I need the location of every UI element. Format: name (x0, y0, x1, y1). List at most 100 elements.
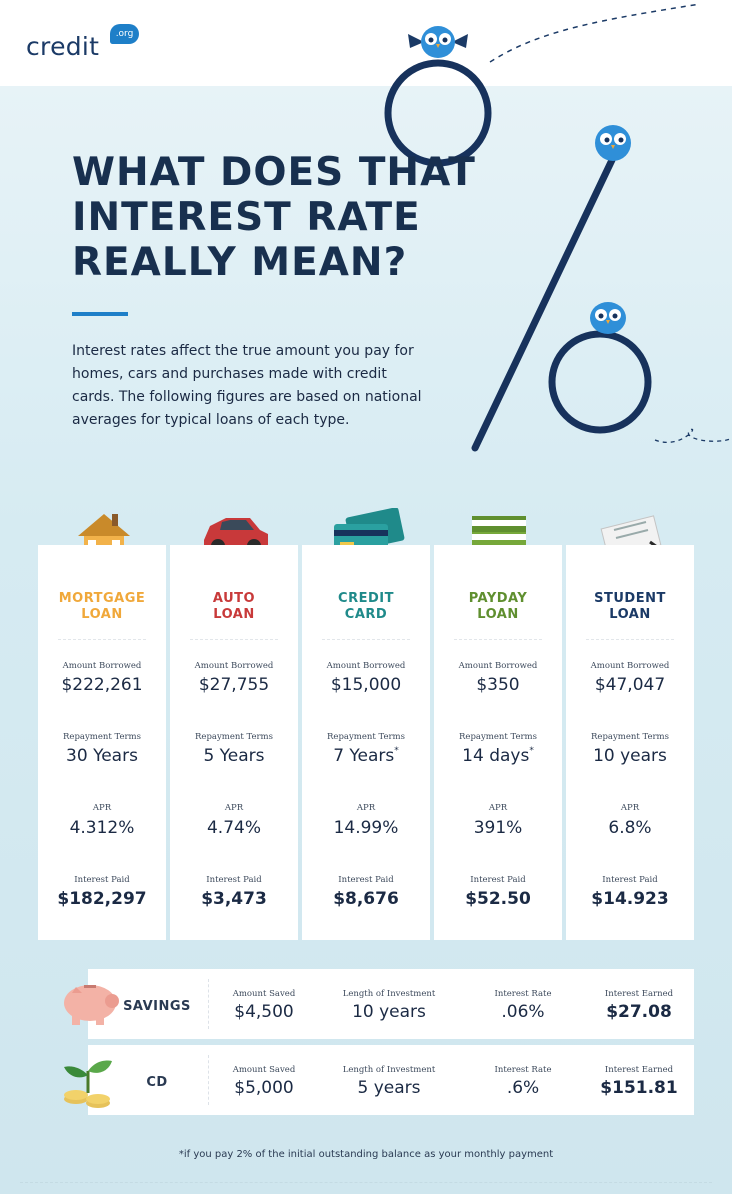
amount-borrowed-value: $47,047 (594, 675, 666, 695)
loan-title: CREDIT CARD (302, 591, 430, 623)
interest-paid-value: $14.923 (591, 889, 669, 909)
repayment-terms-label: Repayment Terms (63, 732, 141, 742)
interest-earned-label: Interest Earned (604, 1065, 674, 1075)
owl-icon (590, 302, 626, 334)
piggy-bank-icon (58, 977, 122, 1033)
card-divider (586, 639, 674, 640)
interest-rate-value: .06% (501, 1002, 545, 1022)
loan-title-line1: STUDENT (594, 591, 666, 606)
repayment-terms-value: 30 Years (66, 746, 138, 766)
interest-rate-value: .6% (506, 1078, 540, 1098)
interest-paid-label: Interest Paid (74, 875, 130, 885)
apr-label: APR (620, 803, 640, 813)
page-title: WHAT DOES THAT INTEREST RATE REALLY MEAN… (72, 150, 476, 285)
length-of-investment-value: 10 years (352, 1002, 426, 1022)
savings-row: SAVINGS Amount Saved $4,500 Length of In… (88, 969, 694, 1039)
interest-paid-value: $52.50 (465, 889, 531, 909)
interest-paid-value: $182,297 (57, 889, 147, 909)
amount-borrowed-value: $222,261 (61, 675, 143, 695)
loan-title: STUDENT LOAN (566, 591, 694, 623)
interest-paid-label: Interest Paid (470, 875, 526, 885)
amount-borrowed-value: $15,000 (330, 675, 402, 695)
loan-title-line2: LOAN (213, 607, 255, 622)
card-divider (190, 639, 278, 640)
row-divider (208, 1055, 209, 1105)
loan-card: STUDENT LOAN Amount Borrowed $47,047 Rep… (566, 545, 694, 940)
amount-borrowed-label: Amount Borrowed (458, 661, 538, 671)
repayment-terms-value: 10 years (593, 746, 667, 766)
loan-title-line2: CARD (344, 607, 388, 622)
interest-earned-value: $27.08 (606, 1002, 672, 1022)
apr-label: APR (356, 803, 376, 813)
length-of-investment-value: 5 years (357, 1078, 421, 1098)
repayment-terms-value: 5 Years (203, 746, 265, 766)
interest-paid-value: $8,676 (333, 889, 399, 909)
interest-earned-value: $151.81 (600, 1078, 678, 1098)
amount-borrowed-value: $27,755 (198, 675, 270, 695)
card-divider (322, 639, 410, 640)
credit-org-logo[interactable]: credit (26, 32, 99, 61)
car-icon (198, 508, 272, 562)
loan-title-line2: LOAN (477, 607, 519, 622)
owl-icon (408, 26, 468, 58)
loan-title: MORTGAGE LOAN (38, 591, 166, 623)
percent-owls-illustration (384, 3, 732, 452)
apr-label: APR (224, 803, 244, 813)
loan-card: PAYDAY LOAN Amount Borrowed $350 Repayme… (434, 545, 562, 940)
repayment-terms-value: 7 Years* (333, 746, 399, 766)
apr-value: 4.312% (69, 818, 135, 838)
repayment-terms-label: Repayment Terms (591, 732, 669, 742)
card-divider (58, 639, 146, 640)
loan-title-line2: LOAN (609, 607, 651, 622)
owl-icon (595, 125, 631, 161)
loan-title-line1: PAYDAY (468, 591, 528, 606)
apr-value: 4.74% (206, 818, 261, 838)
loan-title-line1: AUTO (212, 591, 256, 606)
interest-earned-label: Interest Earned (604, 989, 674, 999)
interest-paid-label: Interest Paid (206, 875, 262, 885)
loan-title-line1: MORTGAGE (58, 591, 146, 606)
length-of-investment-label: Length of Investment (342, 989, 436, 999)
amount-saved-label: Amount Saved (232, 1065, 296, 1075)
intro-paragraph: Interest rates affect the true amount yo… (72, 343, 422, 428)
loan-title-line2: LOAN (81, 607, 123, 622)
apr-value: 6.8% (608, 818, 652, 838)
amount-saved-label: Amount Saved (232, 989, 296, 999)
loan-title: AUTO LOAN (170, 591, 298, 623)
repayment-terms-label: Repayment Terms (195, 732, 273, 742)
footnote: *if you pay 2% of the initial outstandin… (178, 1149, 554, 1160)
savings-type-name: SAVINGS (123, 999, 191, 1014)
terms-footnote-mark: * (394, 746, 399, 756)
interest-paid-label: Interest Paid (338, 875, 394, 885)
length-of-investment-label: Length of Investment (342, 1065, 436, 1075)
row-divider (208, 979, 209, 1029)
title-accent-bar (72, 312, 128, 316)
savings-type-name: CD (146, 1075, 168, 1090)
amount-borrowed-label: Amount Borrowed (590, 661, 670, 671)
loan-title-line1: CREDIT (338, 591, 394, 606)
apr-value: 14.99% (333, 818, 399, 838)
amount-saved-value: $5,000 (234, 1078, 294, 1098)
amount-borrowed-value: $350 (476, 675, 520, 695)
logo-text: credit (26, 32, 100, 61)
amount-borrowed-label: Amount Borrowed (194, 661, 274, 671)
repayment-terms-value: 14 days* (462, 746, 534, 766)
loan-card: AUTO LOAN Amount Borrowed $27,755 Repaym… (170, 545, 298, 940)
amount-borrowed-label: Amount Borrowed (62, 661, 142, 671)
apr-label: APR (92, 803, 112, 813)
interest-rate-label: Interest Rate (494, 989, 552, 999)
terms-footnote-mark: * (529, 746, 534, 756)
savings-row: CD Amount Saved $5,000 Length of Investm… (88, 1045, 694, 1115)
loan-title: PAYDAY LOAN (434, 591, 562, 623)
amount-saved-value: $4,500 (234, 1002, 294, 1022)
interest-paid-label: Interest Paid (602, 875, 658, 885)
interest-paid-value: $3,473 (201, 889, 267, 909)
interest-rate-label: Interest Rate (494, 1065, 552, 1075)
apr-label: APR (488, 803, 508, 813)
coins-plant-icon (58, 1053, 118, 1117)
amount-borrowed-label: Amount Borrowed (326, 661, 406, 671)
logo-badge: .org (110, 24, 139, 44)
apr-value: 391% (473, 818, 523, 838)
card-divider (454, 639, 542, 640)
bottom-divider (20, 1182, 712, 1183)
